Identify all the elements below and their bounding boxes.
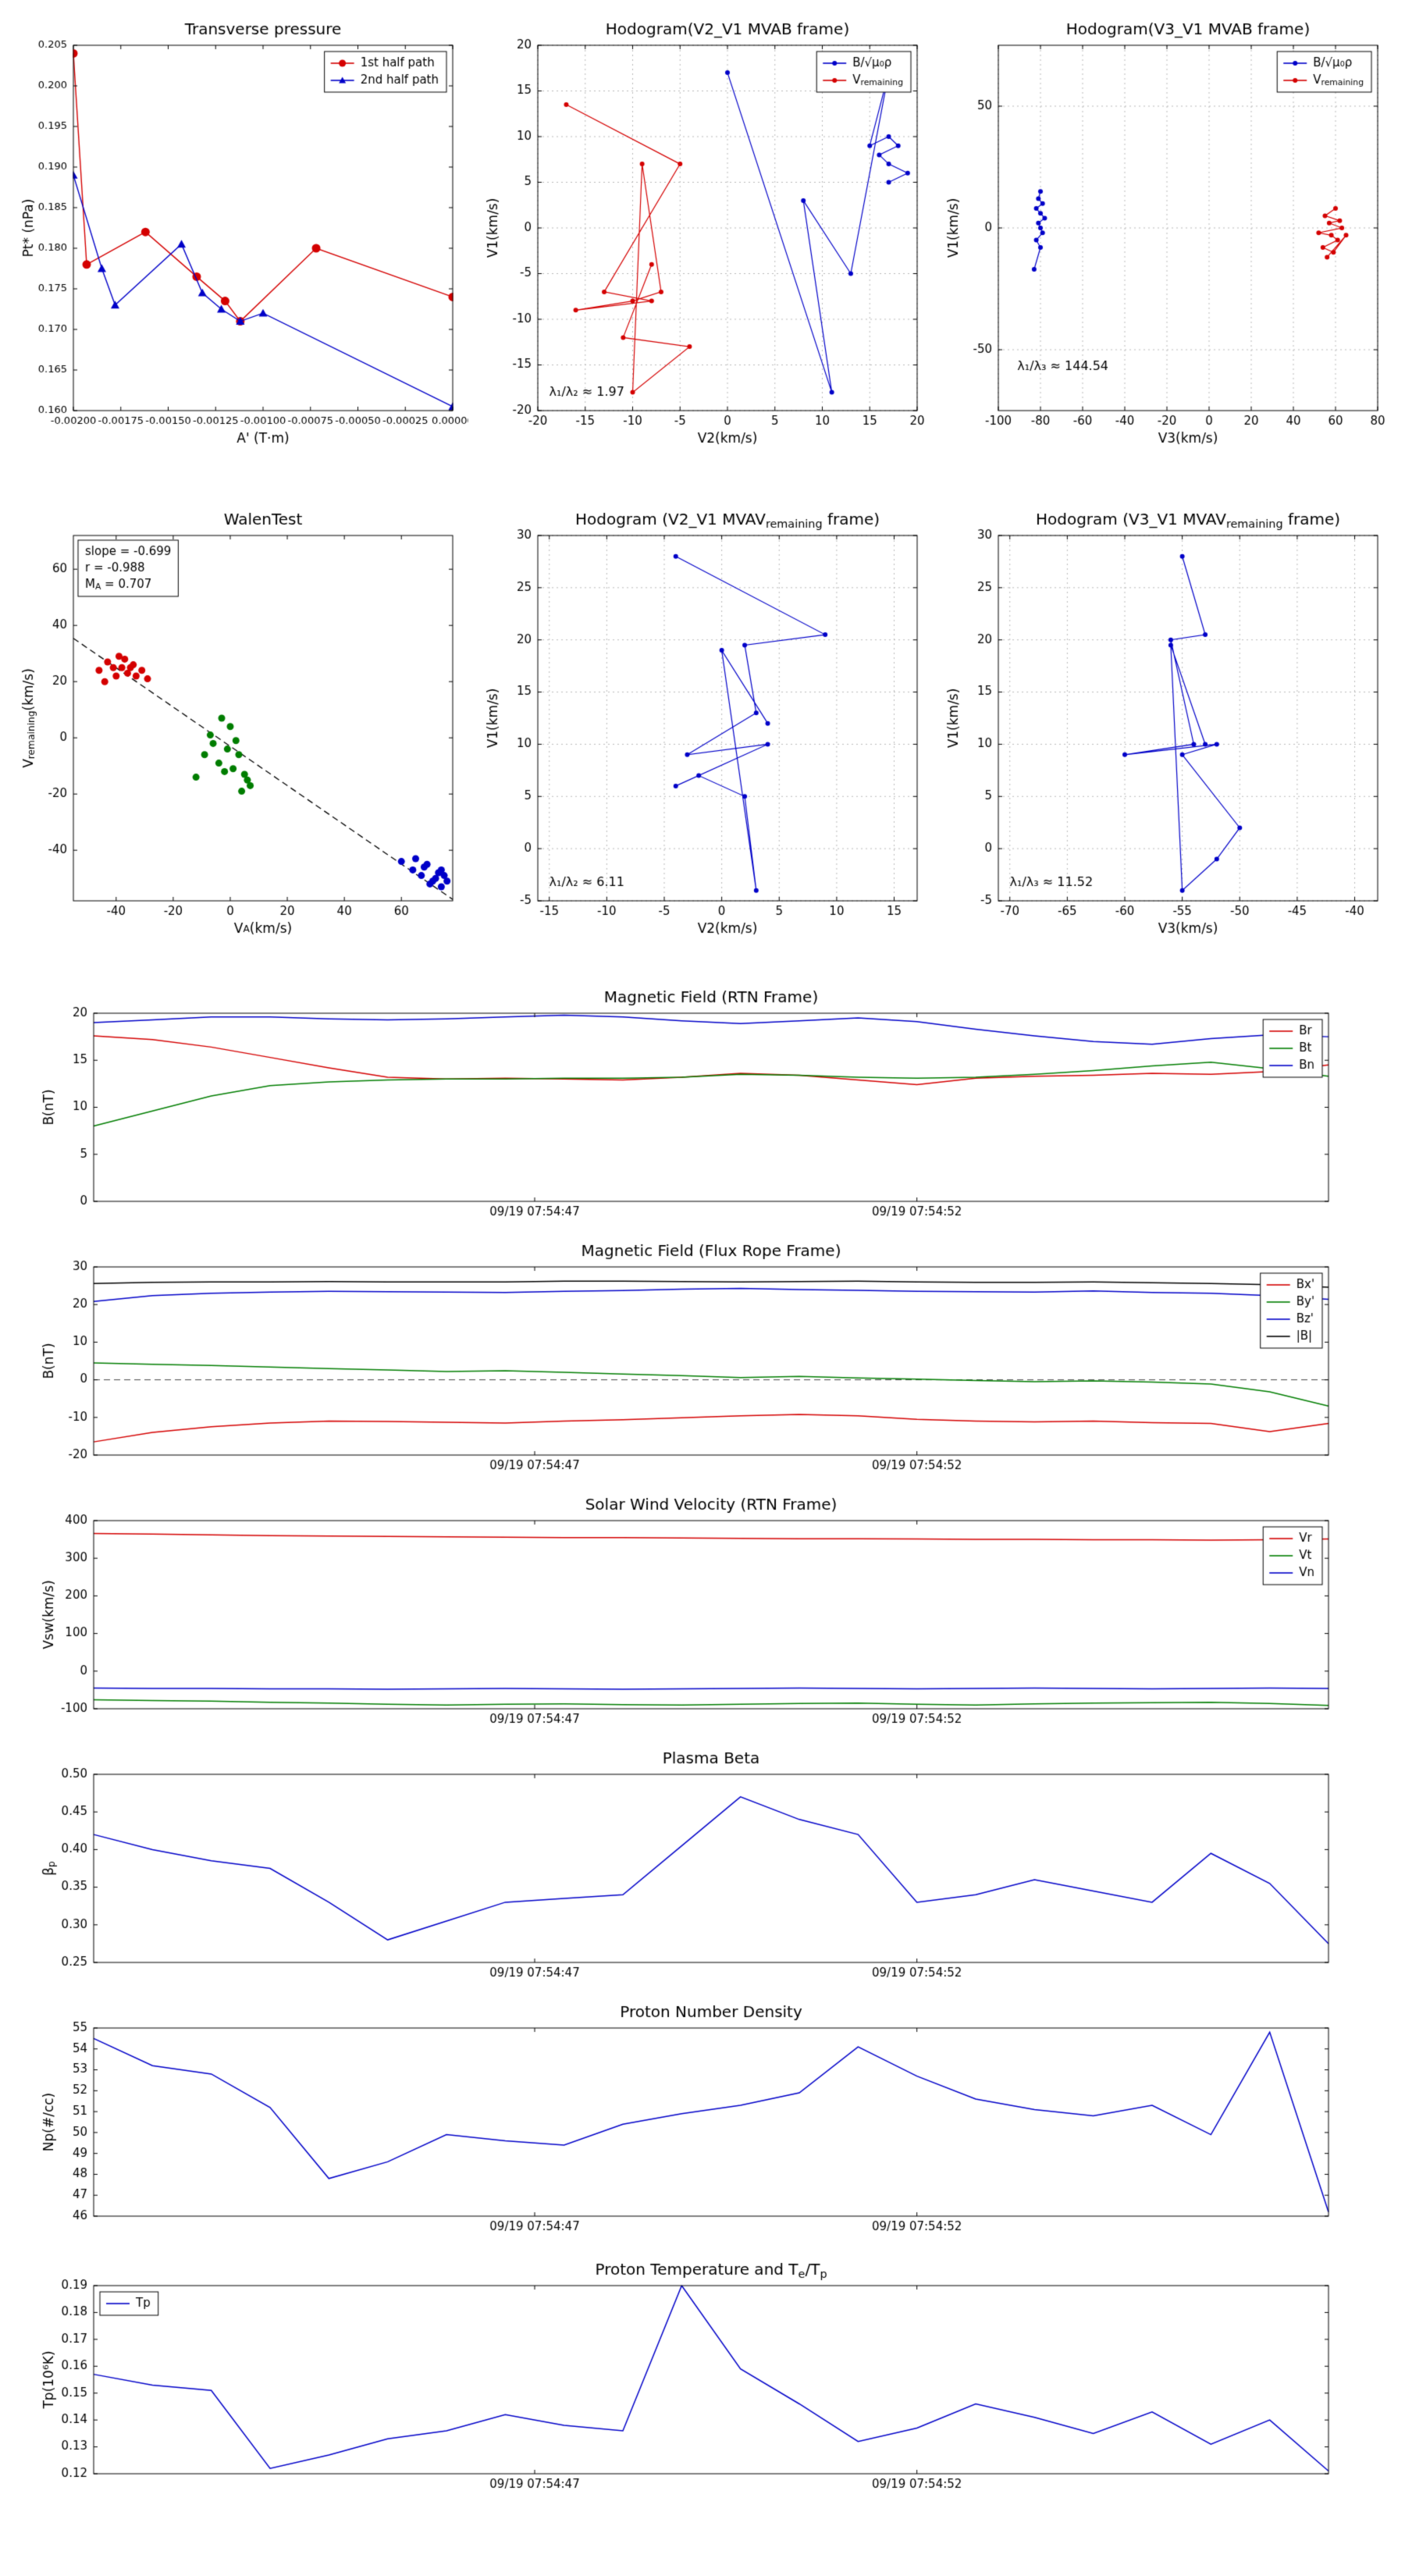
chart-magnetic-field-flux-rope — [8, 1237, 1397, 1491]
chart-solar-wind-velocity — [8, 1491, 1397, 1745]
chart-hodogram-v3v1-mvav — [933, 500, 1393, 952]
chart-hodogram-v2v1-mvab — [472, 9, 933, 462]
chart-plasma-beta — [8, 1745, 1397, 1998]
chart-proton-temperature — [8, 2256, 1397, 2510]
chart-hodogram-v2v1-mvav — [472, 500, 933, 952]
chart-proton-number-density — [8, 1998, 1397, 2252]
chart-walen-test — [8, 500, 468, 952]
chart-transverse-pressure — [8, 9, 468, 462]
chart-hodogram-v3v1-mvab — [933, 9, 1393, 462]
chart-magnetic-field-rtn — [8, 984, 1397, 1237]
